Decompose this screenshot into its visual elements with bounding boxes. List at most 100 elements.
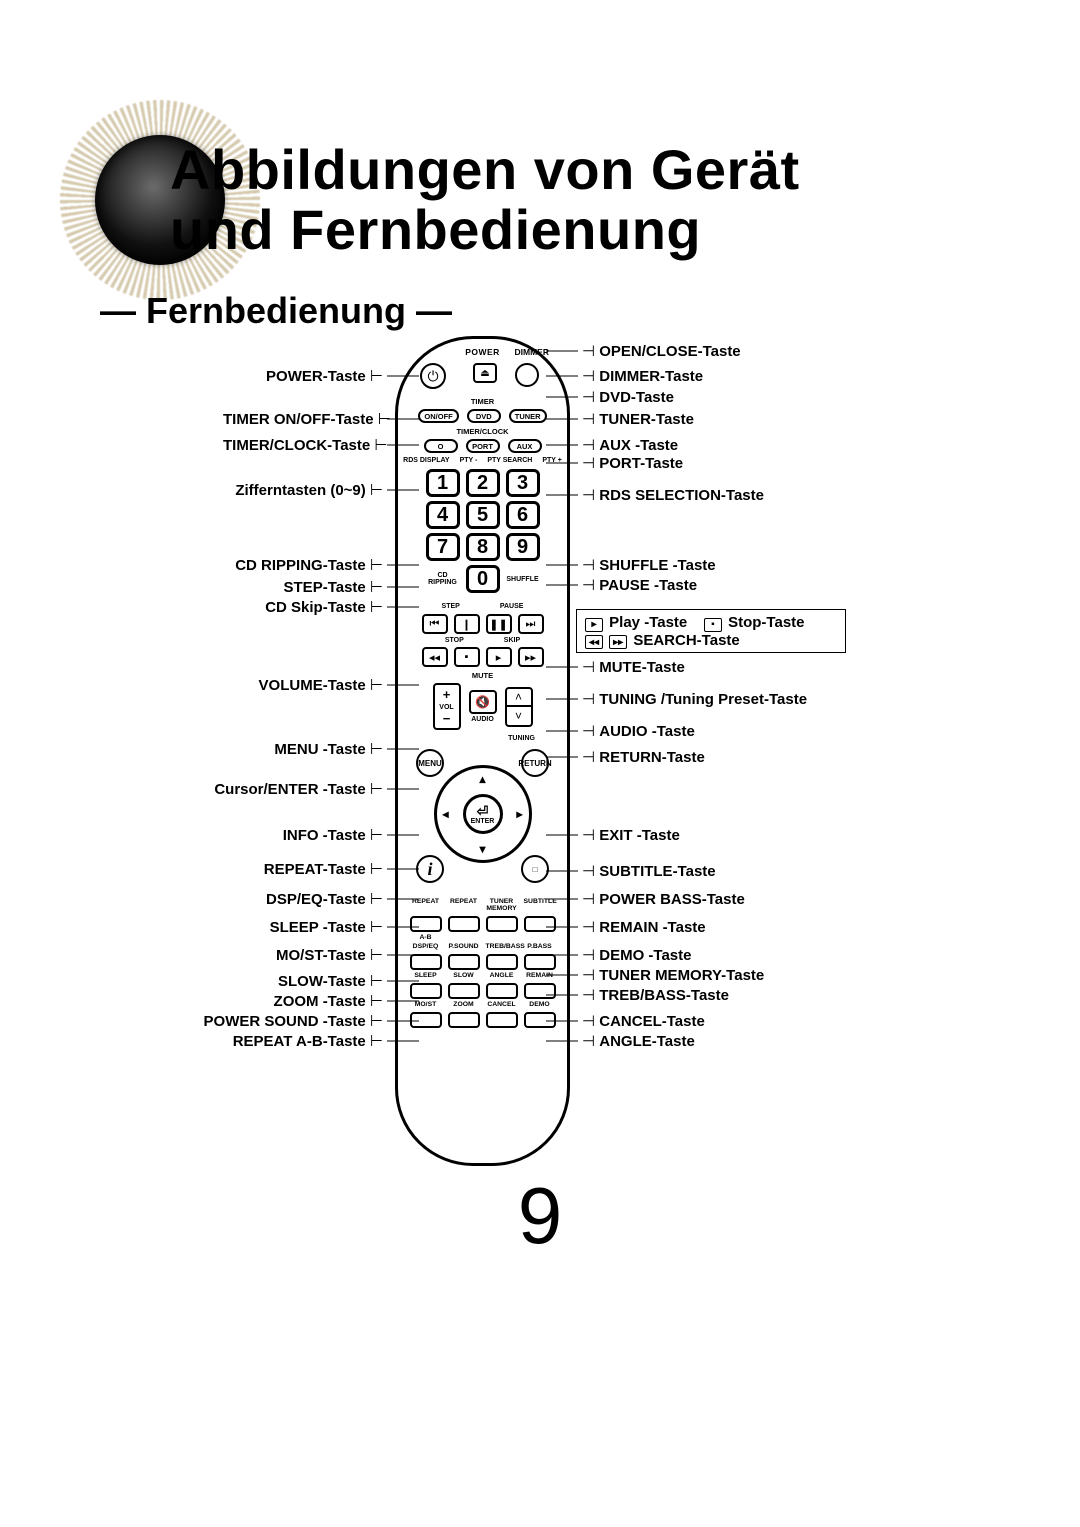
num-6-button[interactable]: 6 [506,501,540,529]
num-8-button[interactable]: 8 [466,533,500,561]
dimmer-button[interactable] [515,363,539,387]
angle-button[interactable] [486,983,518,999]
grid-lbl-zoom: ZOOM [448,1002,480,1009]
tuning-buttons[interactable]: ˄ ˅ [505,687,533,727]
sleep-button[interactable] [410,983,442,999]
num-0-button[interactable]: 0 [466,565,500,593]
callout-left: MO/ST-Taste ⊢ [223,946,383,964]
menu-button[interactable]: MENU [416,749,444,777]
remote-timer-clock-label: TIMER/CLOCK [398,427,567,436]
callout-right: ⊣ CANCEL-Taste [582,1012,705,1030]
number-pad: 1 2 3 4 5 6 7 8 9 CD RIPPING 0 SHUFFLE [398,469,567,593]
onoff-button[interactable]: ON/OFF [418,409,458,423]
page-number: 9 [0,1170,1080,1262]
play-legend-icon: ▸ [585,618,603,632]
demo-button[interactable] [524,1012,556,1028]
slow-button[interactable] [448,983,480,999]
aux-button[interactable]: AUX [508,439,542,453]
psound-button[interactable] [448,954,480,970]
grid-lbl-demo: DEMO [524,1002,556,1009]
callout-left: DSP/EQ-Taste ⊢ [223,890,383,908]
arrow-left-icon: ◂ [443,807,449,821]
dsp-eq-button[interactable] [410,954,442,970]
section-subtitle: — Fernbedienung — [100,290,452,332]
search-ff-button[interactable]: ▸▸ [518,647,544,667]
pty-plus-label: PTY + [542,457,562,464]
num-3-button[interactable]: 3 [506,469,540,497]
callout-right: ⊣ TUNER MEMORY-Taste [582,966,764,984]
skip-next-button[interactable]: ⏭ [518,614,544,634]
callout-right: ⊣ POWER BASS-Taste [582,890,745,908]
remote-outline: POWER DIMMER ⏻ ⏏ TIMER ON/OFF DVD TUNER … [395,336,570,1166]
play-button[interactable]: ▸ [486,647,512,667]
play-legend-text: Play -Taste [609,614,687,631]
most-button[interactable] [410,1012,442,1028]
ff-legend-icon: ▸▸ [609,635,627,649]
cancel-button[interactable] [486,1012,518,1028]
num-4-button[interactable]: 4 [426,501,460,529]
vol-label: VOL [439,704,453,711]
callout-right: ⊣ RETURN-Taste [582,748,705,766]
callout-right: ⊣ TREB/BASS-Taste [582,986,729,1004]
repeat-ab-button[interactable] [448,916,480,932]
pbass-button[interactable] [524,954,556,970]
dpad-ring[interactable]: ▴ ▾ ◂ ▸ ⏎ ENTER [434,765,532,863]
callout-right: ⊣ TUNER-Taste [582,410,694,428]
callout-right: ⊣ PAUSE -Taste [582,576,697,594]
step-pause-labels: STEP PAUSE [398,603,567,610]
pty-minus-label: PTY - [460,457,478,464]
grid-lbl-angle: ANGLE [486,973,518,980]
callout-left: REPEAT A-B-Taste ⊢ [213,1032,383,1050]
step-label: STEP [442,603,460,610]
mute-button[interactable]: 🔇 [469,690,497,714]
audio-small-label: AUDIO [471,716,494,723]
callout-left: SLEEP -Taste ⊢ [223,918,383,936]
grid-lbl-repeat: REPEAT [410,899,442,913]
enter-button[interactable]: ⏎ ENTER [463,794,503,834]
pause-label: PAUSE [500,603,524,610]
skip-label: SKIP [504,637,520,644]
num-9-button[interactable]: 9 [506,533,540,561]
pause-button[interactable]: ❚❚ [486,614,512,634]
exit-button[interactable]: □ [521,855,549,883]
return-button[interactable]: RETURN [521,749,549,777]
power-button[interactable]: ⏻ [420,363,446,389]
plus-icon: + [443,687,451,702]
treb-bass-button[interactable] [486,954,518,970]
repeat-button[interactable] [410,916,442,932]
callout-left: SLOW-Taste ⊢ [223,972,383,990]
callout-left: VOLUME-Taste ⊢ [223,676,383,694]
callout-left: ZOOM -Taste ⊢ [223,992,383,1010]
arrow-down-icon: ▾ [479,842,485,856]
skip-prev-button[interactable]: ⏮ [422,614,448,634]
remain-button[interactable] [524,983,556,999]
open-close-button[interactable]: ⏏ [473,363,497,383]
num-1-button[interactable]: 1 [426,469,460,497]
num-5-button[interactable]: 5 [466,501,500,529]
info-button[interactable]: i [416,855,444,883]
callout-left: STEP-Taste ⊢ [223,578,383,596]
timer-clock-button[interactable]: O [424,439,458,453]
volume-buttons[interactable]: + VOL − [433,683,461,730]
grid-lbl-ab: A-B [410,935,442,942]
remote-row-timer: ON/OFF DVD TUNER [398,409,567,423]
shuffle-label: SHUFFLE [506,576,540,583]
step-button[interactable]: ❙ [454,614,480,634]
subtitle-button[interactable] [524,916,556,932]
arrow-right-icon: ▸ [516,807,522,821]
search-rew-button[interactable]: ◂◂ [422,647,448,667]
dpad-block: MENU RETURN i □ ▴ ▾ ◂ ▸ ⏎ ENTER [398,747,567,897]
callout-left: POWER-Taste ⊢ [223,367,383,385]
tuner-memory-button[interactable] [486,916,518,932]
callout-right: ⊣ PORT-Taste [582,454,683,472]
zoom-button[interactable] [448,1012,480,1028]
tuner-button[interactable]: TUNER [509,409,547,423]
num-7-button[interactable]: 7 [426,533,460,561]
enter-icon: ⏎ [477,804,489,818]
grid-lbl-dsp: DSP/EQ [410,944,442,951]
stop-button[interactable]: ▪ [454,647,480,667]
num-2-button[interactable]: 2 [466,469,500,497]
port-button[interactable]: PORT [466,439,500,453]
callout-right: ⊣ MUTE-Taste [582,658,685,676]
dvd-button[interactable]: DVD [467,409,501,423]
